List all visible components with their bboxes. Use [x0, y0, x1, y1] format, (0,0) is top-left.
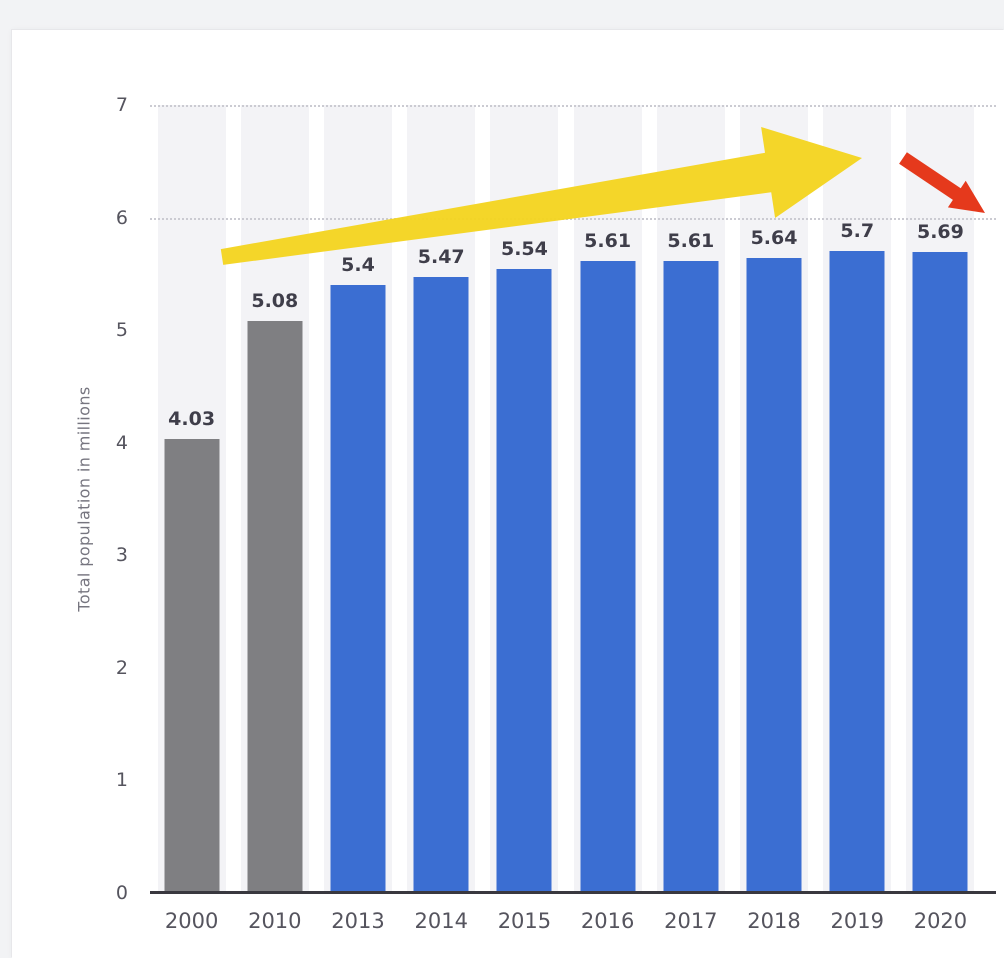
- y-tick-label: 5: [115, 319, 128, 342]
- gridline: [150, 217, 996, 220]
- bar-2013: [330, 285, 386, 893]
- x-tick-label: 2019: [830, 909, 884, 933]
- bar-2019: [829, 251, 885, 893]
- x-tick-label: 2000: [164, 909, 219, 933]
- y-tick-label: 7: [115, 94, 128, 116]
- bar-2010: [247, 321, 303, 893]
- x-axis-line: [150, 891, 996, 894]
- x-tick-label: 2020: [913, 909, 968, 933]
- gridline: [150, 105, 996, 107]
- bar-2018: [746, 258, 802, 893]
- bar-2017: [663, 261, 719, 893]
- y-tick-label: 1: [115, 769, 128, 792]
- bar-slot: 5.47 2014: [400, 105, 483, 933]
- y-axis-ticks: 0 1 2 3 4 5 6 7: [12, 30, 128, 958]
- x-tick-label: 2014: [414, 909, 468, 933]
- bar-slot: 5.08 2010: [233, 105, 316, 933]
- x-tick-label: 2015: [497, 909, 552, 933]
- bar-slot: 5.69 2020: [899, 105, 982, 933]
- y-tick-label: 3: [115, 544, 128, 567]
- x-tick-label: 2017: [664, 909, 718, 933]
- bar-2000: [164, 439, 220, 893]
- x-tick-label: 2018: [747, 909, 801, 933]
- y-tick-label: 0: [115, 882, 128, 904]
- y-tick-label: 6: [115, 206, 128, 229]
- plot-area: 4.03 2000 5.08 2010 5.4 2013 5.47 2014 5.54 2015 5…: [150, 105, 996, 933]
- bar-slot: 5.64 2018: [732, 105, 815, 933]
- bar-slot: 4.03 2000: [150, 105, 233, 933]
- y-tick-label: 4: [115, 431, 128, 454]
- bar-2020: [912, 252, 968, 893]
- bar-slot: 5.4 2013: [316, 105, 399, 933]
- bar-2016: [580, 261, 636, 893]
- y-tick-label: 2: [115, 656, 128, 679]
- bar-value-label: 4.03: [168, 408, 216, 431]
- bar-slot: 5.61 2017: [649, 105, 732, 933]
- bar-value-label: 5.08: [251, 290, 299, 313]
- bar-2015: [496, 269, 552, 893]
- x-tick-label: 2010: [248, 909, 302, 933]
- bar-slot: 5.7 2019: [816, 105, 899, 933]
- bar-slot: 5.54 2015: [483, 105, 566, 933]
- bar-value-label: 5.69: [916, 221, 964, 244]
- bar-2014: [413, 277, 469, 893]
- x-tick-label: 2013: [331, 909, 385, 933]
- bar-slot: 5.61 2016: [566, 105, 649, 933]
- bars-row: 4.03 2000 5.08 2010 5.4 2013 5.47 2014 5.54 2015 5…: [150, 105, 982, 933]
- x-tick-label: 2016: [580, 909, 635, 933]
